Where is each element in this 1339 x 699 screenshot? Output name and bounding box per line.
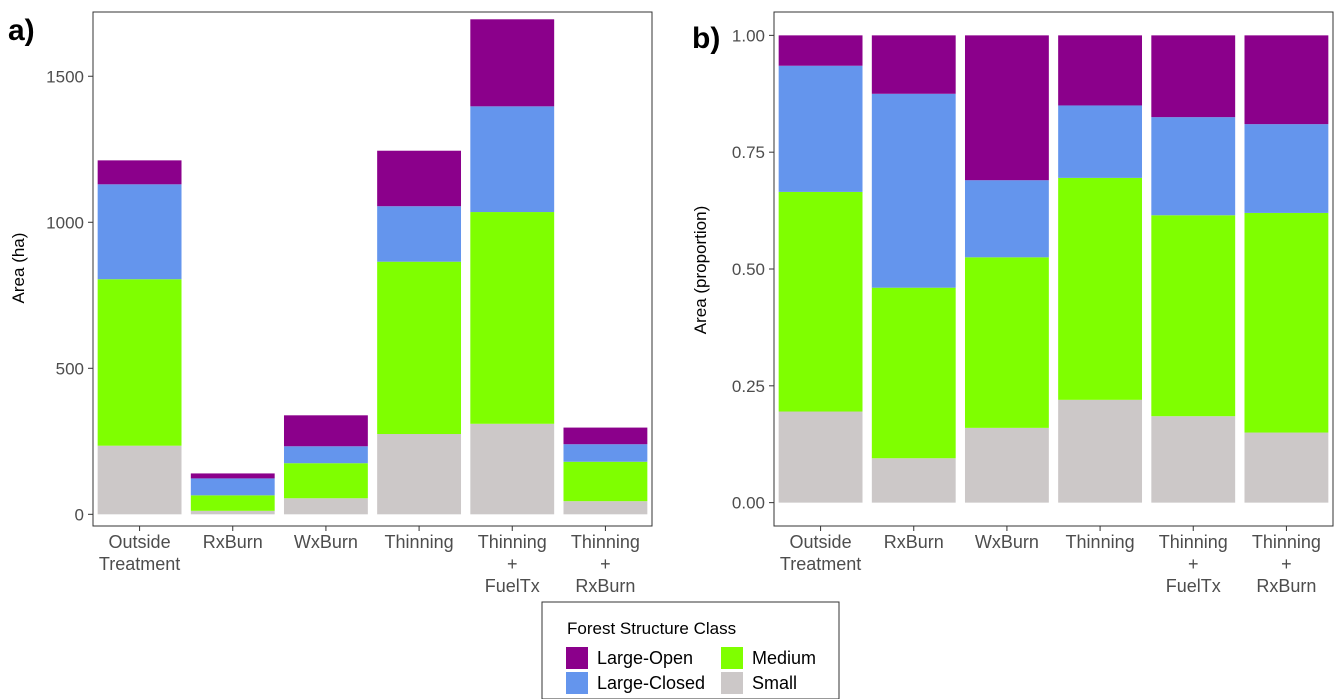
bar-segment-large-closed (1058, 105, 1143, 178)
bar-segment-medium (1151, 215, 1236, 417)
bar-segment-medium (1058, 177, 1143, 400)
bar-segment-large-closed (778, 65, 863, 192)
panel-label: b) (692, 22, 720, 55)
x-tick-label: Outside Treatment (99, 532, 180, 574)
x-tick-label: WxBurn (975, 532, 1039, 552)
legend: Forest Structure Class Large-Open Large-Cl… (541, 601, 840, 699)
y-tick-label: 0 (75, 505, 84, 524)
bar-segment-small (778, 411, 863, 503)
bar-segment-large-open (1058, 35, 1143, 106)
bar-segment-small (97, 445, 182, 515)
y-tick-label: 0.50 (732, 260, 765, 279)
bar-segment-large-open (190, 473, 275, 479)
x-tick-label: Thinning + FuelTx (478, 532, 547, 596)
bar-segment-medium (190, 495, 275, 511)
bar-segment-medium (964, 257, 1049, 428)
y-tick-label: 0.00 (732, 494, 765, 513)
x-tick-label: Thinning + RxBurn (571, 532, 640, 596)
x-tick-label: Thinning + RxBurn (1252, 532, 1321, 596)
legend-label: Large-Open (597, 648, 693, 668)
y-axis-title: Area (ha) (9, 233, 28, 304)
bar-segment-small (1151, 416, 1236, 503)
x-tick-label: RxBurn (884, 532, 944, 552)
x-tick-label: WxBurn (294, 532, 358, 552)
y-tick-label: 0.75 (732, 143, 765, 162)
y-tick-label: 1500 (46, 67, 84, 86)
bar-segment-large-closed (871, 93, 956, 288)
legend-swatch-medium (721, 647, 743, 669)
legend-swatch-small (721, 672, 743, 694)
legend-swatch-large-closed (566, 672, 588, 694)
x-tick-label: Thinning + FuelTx (1159, 532, 1228, 596)
bar-segment-large-closed (283, 446, 368, 464)
y-tick-label: 500 (56, 359, 84, 378)
bar-segment-small (964, 427, 1049, 503)
bar-segment-large-open (871, 35, 956, 94)
bar-segment-large-open (964, 35, 1049, 181)
legend-label: Small (752, 673, 797, 693)
bar-segment-medium (778, 191, 863, 412)
bar-segment-medium (377, 261, 462, 435)
bar-segment-small (470, 423, 555, 515)
plot-panel (773, 11, 1334, 527)
bar-segment-large-closed (470, 106, 555, 213)
bar-segment-large-closed (1151, 117, 1236, 216)
bar-segment-medium (97, 279, 182, 446)
bar-segment-medium (470, 212, 555, 424)
bar-segment-small (1058, 399, 1143, 503)
panel-a: 0 500 1000 1500 Outside Treatment RxBurn WxBurn… (8, 11, 653, 596)
x-tick-label: Outside Treatment (780, 532, 861, 574)
y-axis-title: Area (proportion) (691, 206, 710, 335)
y-tick-label: 0.25 (732, 377, 765, 396)
bar-segment-medium (563, 461, 648, 502)
bar-segment-medium (283, 463, 368, 499)
x-tick-label: Thinning (385, 532, 454, 552)
legend-swatch-large-open (566, 647, 588, 669)
bar-segment-large-open (1151, 35, 1236, 118)
bar-segment-large-open (563, 427, 648, 445)
panel-b: 0.00 0.25 0.50 0.75 1.00 Outside Treatment RxBu… (691, 11, 1334, 596)
bar-segment-small (283, 498, 368, 515)
bar-segment-small (190, 510, 275, 515)
bar-segment-small (377, 434, 462, 515)
panel-label: a) (8, 14, 35, 47)
bar-segment-large-open (778, 35, 863, 66)
x-tick-label: Thinning (1066, 532, 1135, 552)
bar-segment-small (871, 458, 956, 503)
legend-label: Large-Closed (597, 673, 705, 693)
bar-segment-large-closed (377, 206, 462, 262)
bar-segment-large-closed (563, 444, 648, 462)
bar-segment-large-open (377, 150, 462, 207)
bar-segment-small (563, 501, 648, 515)
bar-segment-large-closed (964, 180, 1049, 258)
bar-segment-large-open (470, 19, 555, 107)
x-tick-label: RxBurn (203, 532, 263, 552)
y-tick-label: 1000 (46, 213, 84, 232)
legend-box (541, 601, 840, 699)
bar-segment-medium (1244, 212, 1329, 433)
bar-segment-medium (871, 287, 956, 459)
bar-segment-large-open (1244, 35, 1329, 125)
bar-segment-large-open (283, 415, 368, 447)
legend-title: Forest Structure Class (567, 619, 736, 638)
y-tick-label: 1.00 (732, 26, 765, 45)
bar-segment-large-closed (97, 184, 182, 280)
plot-panel (92, 11, 653, 527)
legend-label: Medium (752, 648, 816, 668)
bar-segment-large-closed (190, 478, 275, 496)
bar-segment-small (1244, 432, 1329, 503)
bar-segment-large-open (97, 160, 182, 185)
bar-segment-large-closed (1244, 124, 1329, 213)
